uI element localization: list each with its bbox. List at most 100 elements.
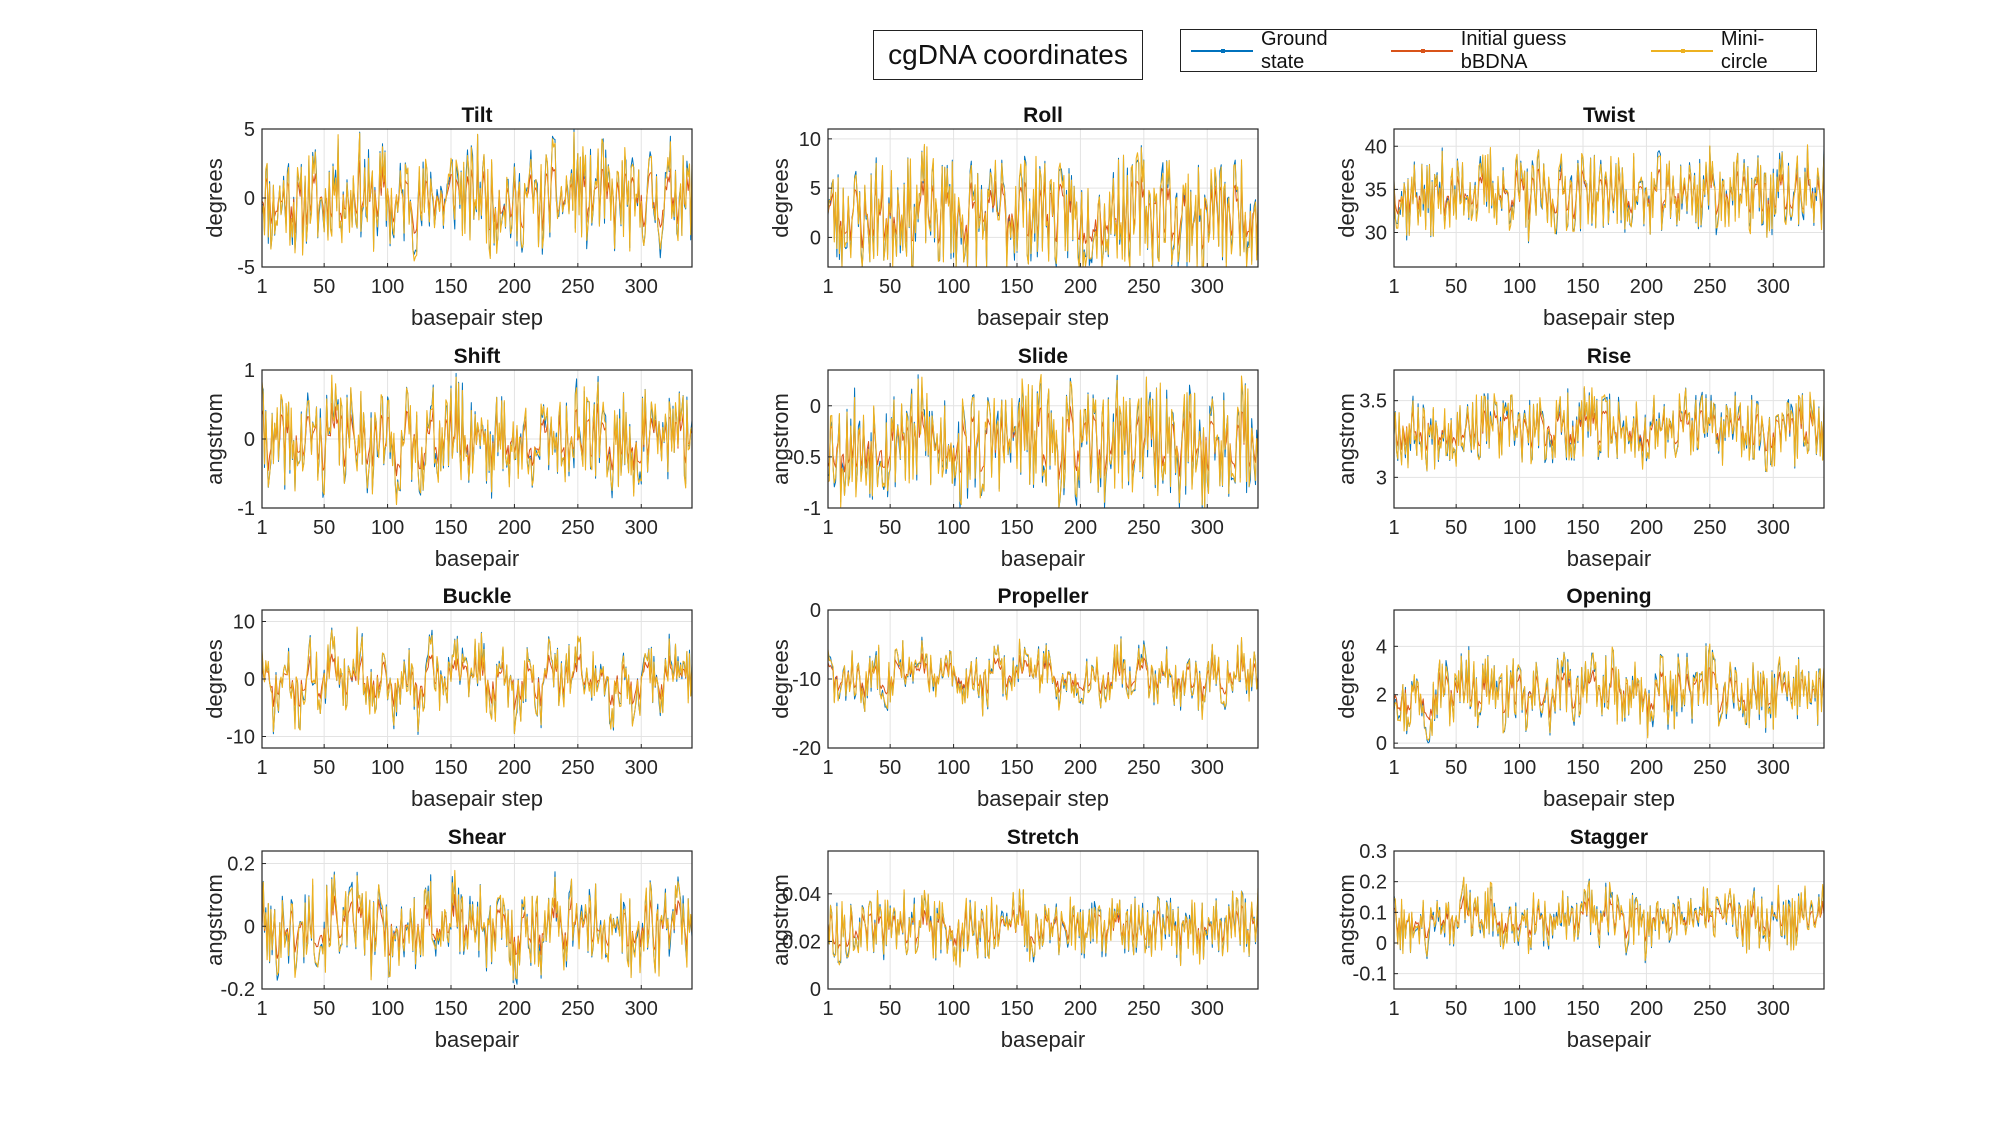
x-tick-label: 100 <box>371 276 404 298</box>
panel-title: Slide <box>1018 345 1068 368</box>
panel-title: Stretch <box>1007 826 1079 849</box>
x-tick-label: 150 <box>1566 998 1599 1020</box>
y-tick-label: 0 <box>810 979 821 1001</box>
axes-box <box>827 369 1259 509</box>
y-tick-label: 0.2 <box>1359 872 1387 894</box>
x-tick-label: 1 <box>822 757 833 779</box>
series-line-mini-circle <box>827 143 1259 268</box>
y-tick-label: 10 <box>233 612 255 634</box>
x-tick-label: 200 <box>1630 757 1663 779</box>
y-tick-label: -1 <box>803 498 821 520</box>
x-tick-label: 100 <box>937 276 970 298</box>
panel-title: Twist <box>1583 104 1635 127</box>
axes-box <box>1393 850 1825 990</box>
y-tick-label: -0.5 <box>787 447 821 469</box>
x-tick-label: 50 <box>879 998 901 1020</box>
x-tick-label: 100 <box>371 757 404 779</box>
x-tick-label: 150 <box>1566 517 1599 539</box>
legend-label-ground-state: Ground state <box>1260 27 1328 73</box>
x-axis-label: basepair step <box>1543 786 1675 811</box>
y-tick-label: 0.1 <box>1359 902 1387 924</box>
x-axis-label: basepair step <box>977 786 1109 811</box>
x-tick-label: 150 <box>434 757 467 779</box>
x-tick-label: 250 <box>1693 276 1726 298</box>
series-line-mini-circle <box>1393 643 1825 741</box>
series-line-mini-circle <box>1393 386 1825 473</box>
legend-item-mini-circle: Mini-circle <box>1651 28 1808 74</box>
x-axis-label: basepair step <box>411 786 543 811</box>
series-line-mini-circle <box>261 869 693 981</box>
y-axis-label: angstrom <box>1334 393 1359 485</box>
panel-shear: 1 50 100 150 200 250 300-0.200.2Shearbasepaira… <box>202 826 693 1052</box>
series-line-mini-circle <box>261 374 693 506</box>
x-tick-label: 300 <box>1191 998 1224 1020</box>
y-tick-label: 0 <box>244 916 255 938</box>
legend: Ground state Initial guess bBDNA Mini-ci… <box>1180 28 1817 74</box>
y-tick-label: 0 <box>810 396 821 418</box>
y-tick-label: -0.2 <box>221 979 255 1001</box>
x-tick-label: 200 <box>498 757 531 779</box>
x-tick-label: 300 <box>625 998 658 1020</box>
y-tick-label: 0 <box>244 429 255 451</box>
legend-swatch-ground-state <box>1191 46 1253 56</box>
y-tick-label: 3.5 <box>1359 391 1387 413</box>
x-tick-label: 200 <box>498 998 531 1020</box>
x-tick-label: 1 <box>1388 998 1399 1020</box>
y-tick-label: 3 <box>1376 467 1387 489</box>
x-axis-label: basepair <box>435 546 519 571</box>
panel-slide: 1 50 100 150 200 250 300-1-0.50Slidebasepairan… <box>768 345 1259 571</box>
x-tick-label: 250 <box>561 276 594 298</box>
y-tick-label: 2 <box>1376 685 1387 707</box>
x-tick-label: 100 <box>371 998 404 1020</box>
x-tick-label: 100 <box>1503 998 1536 1020</box>
x-tick-label: 50 <box>1445 998 1467 1020</box>
x-tick-label: 1 <box>256 517 267 539</box>
axes-box <box>1393 609 1825 749</box>
x-axis-label: basepair <box>1567 1027 1651 1052</box>
x-tick-label: 250 <box>561 998 594 1020</box>
y-axis-label: angstrom <box>202 874 227 966</box>
series-line-mini-circle <box>261 626 693 734</box>
x-axis-label: basepair <box>1001 1027 1085 1052</box>
x-tick-label: 50 <box>1445 276 1467 298</box>
x-tick-label: 300 <box>625 757 658 779</box>
y-axis-label: degrees <box>202 639 227 719</box>
y-tick-label: 0 <box>244 188 255 210</box>
legend-swatch-mini-circle <box>1651 46 1713 56</box>
x-tick-label: 150 <box>434 998 467 1020</box>
x-tick-label: 150 <box>434 276 467 298</box>
x-axis-label: basepair step <box>977 305 1109 330</box>
x-tick-label: 50 <box>1445 517 1467 539</box>
y-axis-label: degrees <box>202 158 227 238</box>
panel-title: Roll <box>1023 104 1063 127</box>
y-axis-label: degrees <box>1334 158 1359 238</box>
x-tick-label: 200 <box>1630 276 1663 298</box>
y-tick-label: 5 <box>810 178 821 200</box>
x-tick-label: 150 <box>1566 276 1599 298</box>
x-tick-label: 100 <box>1503 757 1536 779</box>
x-tick-label: 250 <box>1693 517 1726 539</box>
x-tick-label: 1 <box>256 757 267 779</box>
x-tick-label: 300 <box>1757 998 1790 1020</box>
x-tick-label: 50 <box>879 757 901 779</box>
y-axis-label: degrees <box>1334 639 1359 719</box>
series-line-mini-circle <box>827 636 1259 721</box>
x-tick-label: 1 <box>1388 276 1399 298</box>
x-tick-label: 250 <box>561 757 594 779</box>
y-tick-label: 1 <box>244 360 255 382</box>
y-tick-label: 4 <box>1376 636 1387 658</box>
legend-item-ground-state: Ground state <box>1191 28 1373 74</box>
y-tick-label: 0 <box>244 669 255 691</box>
panel-stretch: 1 50 100 150 200 250 30000.020.04Stretchbasepa… <box>768 826 1259 1052</box>
x-tick-label: 100 <box>937 757 970 779</box>
y-tick-label: -10 <box>226 727 255 749</box>
x-tick-label: 250 <box>1693 998 1726 1020</box>
legend-swatch-initial-guess <box>1390 46 1453 56</box>
x-tick-label: 50 <box>313 998 335 1020</box>
y-tick-label: -20 <box>792 738 821 760</box>
y-tick-label: -10 <box>792 669 821 691</box>
x-tick-label: 1 <box>822 517 833 539</box>
